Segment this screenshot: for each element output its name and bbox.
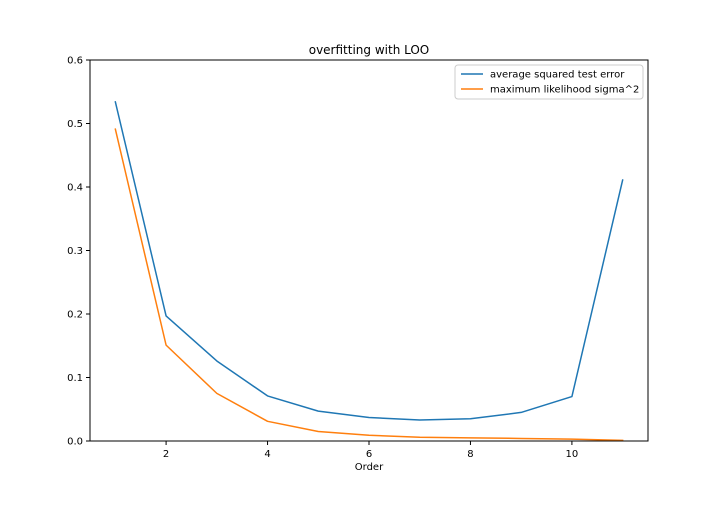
legend-label-maximum-likelihood-sigma2: maximum likelihood sigma^2 — [490, 85, 639, 96]
y-tick-label: 0.5 — [67, 119, 83, 130]
series-lines — [114, 101, 624, 442]
y-tick-label: 0.4 — [67, 183, 83, 194]
y-tick-label: 0.0 — [67, 437, 83, 448]
y-tick-label: 0.3 — [67, 246, 83, 257]
y-axis-ticks: 0.0 0.1 0.2 0.3 0.4 0.5 0.6 — [67, 56, 90, 448]
y-tick-label: 0.1 — [67, 373, 83, 384]
plot-area-frame — [89, 59, 649, 442]
x-tick-label: 2 — [163, 449, 169, 460]
legend-box — [454, 64, 644, 100]
series-line-maximum-likelihood-sigma2 — [114, 128, 624, 442]
x-tick-label: 8 — [467, 449, 473, 460]
y-tick-label: 0.6 — [67, 56, 83, 67]
x-tick-label: 10 — [566, 449, 579, 460]
y-tick-label: 0.2 — [67, 310, 83, 321]
legend-label-average-squared-test-error: average squared test error — [490, 70, 625, 81]
x-axis-ticks: 2 4 6 8 10 — [163, 441, 578, 460]
x-tick-label: 6 — [366, 449, 372, 460]
x-axis-label: Order — [355, 462, 384, 473]
series-line-average-squared-test-error — [114, 101, 624, 421]
x-tick-label: 4 — [264, 449, 270, 460]
chart-title: overfitting with LOO — [309, 43, 430, 57]
legend: average squared test error maximum likel… — [454, 64, 644, 100]
